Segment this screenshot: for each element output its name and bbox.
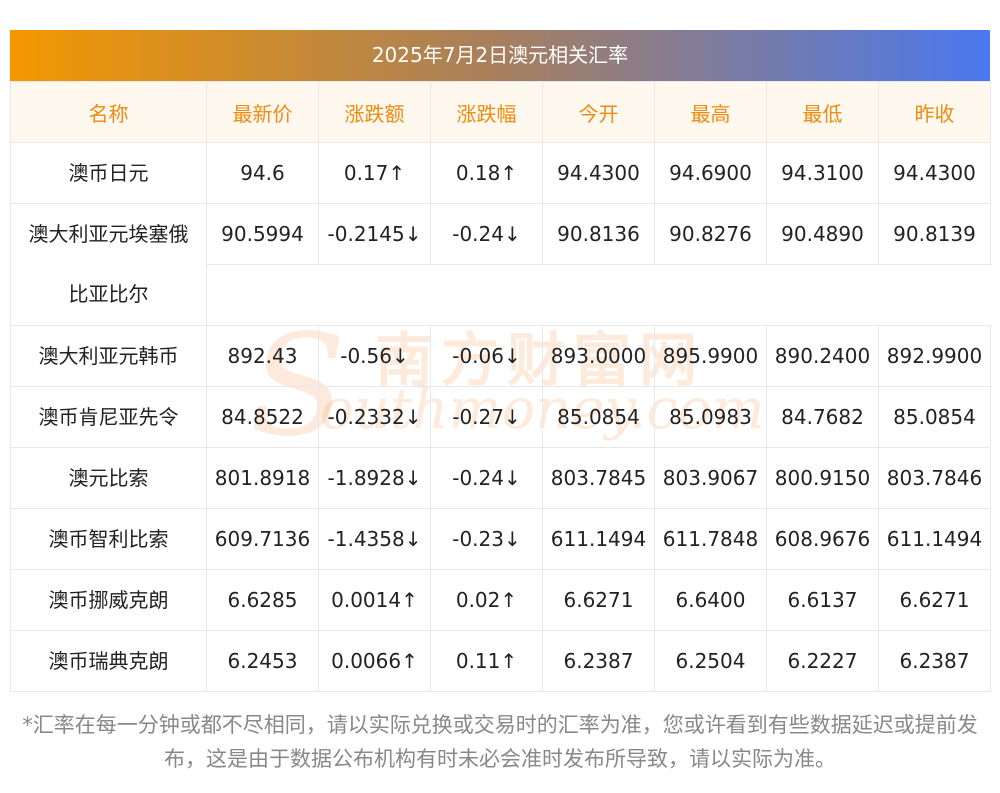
cell-low: 6.2227 xyxy=(766,630,879,692)
cell-change: -0.2332↓ xyxy=(318,386,431,448)
cell-low: 890.2400 xyxy=(766,325,879,387)
cell-open: 803.7845 xyxy=(542,447,655,509)
cell-low: 6.6137 xyxy=(766,569,879,631)
cell-open: 90.8136 xyxy=(542,203,655,265)
cell-change: -1.4358↓ xyxy=(318,508,431,570)
cell-name: 澳大利亚元韩币 xyxy=(10,325,207,387)
cell-low: 90.4890 xyxy=(766,203,879,265)
cell-low: 800.9150 xyxy=(766,447,879,509)
table-row: 澳大利亚元韩币 892.43 -0.56↓ -0.06↓ 893.0000 895.990… xyxy=(10,325,991,387)
cell-open: 893.0000 xyxy=(542,325,655,387)
header-open: 今开 xyxy=(542,81,655,143)
table-row-continuation xyxy=(11,264,991,326)
cell-high: 611.7848 xyxy=(654,508,767,570)
header-name: 名称 xyxy=(10,81,207,143)
cell-high: 90.8276 xyxy=(654,203,767,265)
cell-high: 85.0983 xyxy=(654,386,767,448)
cell-low: 608.9676 xyxy=(766,508,879,570)
table-row: 澳币日元 94.6 0.17↑ 0.18↑ 94.4300 94.6900 94.3100 9… xyxy=(10,142,991,204)
cell-change: -0.2145↓ xyxy=(318,203,431,265)
cell-latest: 801.8918 xyxy=(206,447,319,509)
cell-name: 澳币瑞典克朗 xyxy=(10,630,207,692)
cell-pct: 0.02↑ xyxy=(430,569,543,631)
cell-prev: 94.4300 xyxy=(878,142,991,204)
cell-open: 6.2387 xyxy=(542,630,655,692)
cell-prev: 892.9900 xyxy=(878,325,991,387)
blank-cell xyxy=(206,264,991,326)
cell-open: 94.4300 xyxy=(542,142,655,204)
cell-prev: 6.6271 xyxy=(878,569,991,631)
header-prev: 昨收 xyxy=(878,81,991,143)
cell-open: 85.0854 xyxy=(542,386,655,448)
name-line-2: 比亚比尔 xyxy=(68,282,149,306)
cell-name: 澳大利亚元埃塞俄 比亚比尔 xyxy=(10,203,207,326)
header-change: 涨跌额 xyxy=(318,81,431,143)
cell-name: 澳币智利比索 xyxy=(10,508,207,570)
cell-name: 澳币日元 xyxy=(10,142,207,204)
table-row: 澳币瑞典克朗 6.2453 0.0066↑ 0.11↑ 6.2387 6.2504 6.22… xyxy=(10,630,991,692)
header-high: 最高 xyxy=(654,81,767,143)
cell-prev: 85.0854 xyxy=(878,386,991,448)
cell-high: 895.9900 xyxy=(654,325,767,387)
cell-prev: 90.8139 xyxy=(878,203,991,265)
cell-change: 0.17↑ xyxy=(318,142,431,204)
cell-prev: 611.1494 xyxy=(878,508,991,570)
cell-name: 澳币挪威克朗 xyxy=(10,569,207,631)
cell-change: 0.0014↑ xyxy=(318,569,431,631)
cell-latest: 609.7136 xyxy=(206,508,319,570)
cell-pct: -0.23↓ xyxy=(430,508,543,570)
cell-prev: 803.7846 xyxy=(878,447,991,509)
header-latest: 最新价 xyxy=(206,81,319,143)
table-row: 澳元比索 801.8918 -1.8928↓ -0.24↓ 803.7845 803.90… xyxy=(10,447,991,509)
cell-latest: 892.43 xyxy=(206,325,319,387)
cell-latest: 90.5994 xyxy=(206,203,319,265)
name-line-1: 澳大利亚元埃塞俄 xyxy=(28,222,189,246)
table-row: 澳大利亚元埃塞俄 比亚比尔 90.5994 -0.2145↓ -0.24↓ 90.8136… xyxy=(10,203,991,326)
page-title: 2025年7月2日澳元相关汇率 xyxy=(10,30,990,81)
cell-change: -0.56↓ xyxy=(318,325,431,387)
cell-name: 澳币肯尼亚先令 xyxy=(10,386,207,448)
cell-pct: 0.18↑ xyxy=(430,142,543,204)
cell-pct: -0.06↓ xyxy=(430,325,543,387)
header-pct: 涨跌幅 xyxy=(430,81,543,143)
header-low: 最低 xyxy=(766,81,879,143)
cell-pct: -0.27↓ xyxy=(430,386,543,448)
cell-high: 803.9067 xyxy=(654,447,767,509)
cell-latest: 94.6 xyxy=(206,142,319,204)
cell-name: 澳元比索 xyxy=(10,447,207,509)
cell-latest: 6.2453 xyxy=(206,630,319,692)
table-row: 澳币挪威克朗 6.6285 0.0014↑ 0.02↑ 6.6271 6.6400 6.61… xyxy=(10,569,991,631)
table-row: 澳币智利比索 609.7136 -1.4358↓ -0.23↓ 611.1494 611.… xyxy=(10,508,991,570)
rates-table: 名称 最新价 涨跌额 涨跌幅 今开 最高 最低 昨收 澳币日元 94.6 0.17↑… xyxy=(10,81,991,692)
cell-pct: 0.11↑ xyxy=(430,630,543,692)
cell-change: 0.0066↑ xyxy=(318,630,431,692)
cell-open: 611.1494 xyxy=(542,508,655,570)
cell-low: 94.3100 xyxy=(766,142,879,204)
cell-low: 84.7682 xyxy=(766,386,879,448)
footnote: *汇率在每一分钟或都不尽相同，请以实际兑换或交易时的汇率为准，您或许看到有些数据… xyxy=(22,713,978,771)
cell-latest: 6.6285 xyxy=(206,569,319,631)
header-row: 名称 最新价 涨跌额 涨跌幅 今开 最高 最低 昨收 xyxy=(10,81,991,143)
cell-latest: 84.8522 xyxy=(206,386,319,448)
cell-pct: -0.24↓ xyxy=(430,203,543,265)
cell-open: 6.6271 xyxy=(542,569,655,631)
cell-pct: -0.24↓ xyxy=(430,447,543,509)
cell-change: -1.8928↓ xyxy=(318,447,431,509)
cell-high: 6.6400 xyxy=(654,569,767,631)
cell-prev: 6.2387 xyxy=(878,630,991,692)
cell-high: 94.6900 xyxy=(654,142,767,204)
table-row: 澳币肯尼亚先令 84.8522 -0.2332↓ -0.27↓ 85.0854 85.09… xyxy=(10,386,991,448)
cell-high: 6.2504 xyxy=(654,630,767,692)
